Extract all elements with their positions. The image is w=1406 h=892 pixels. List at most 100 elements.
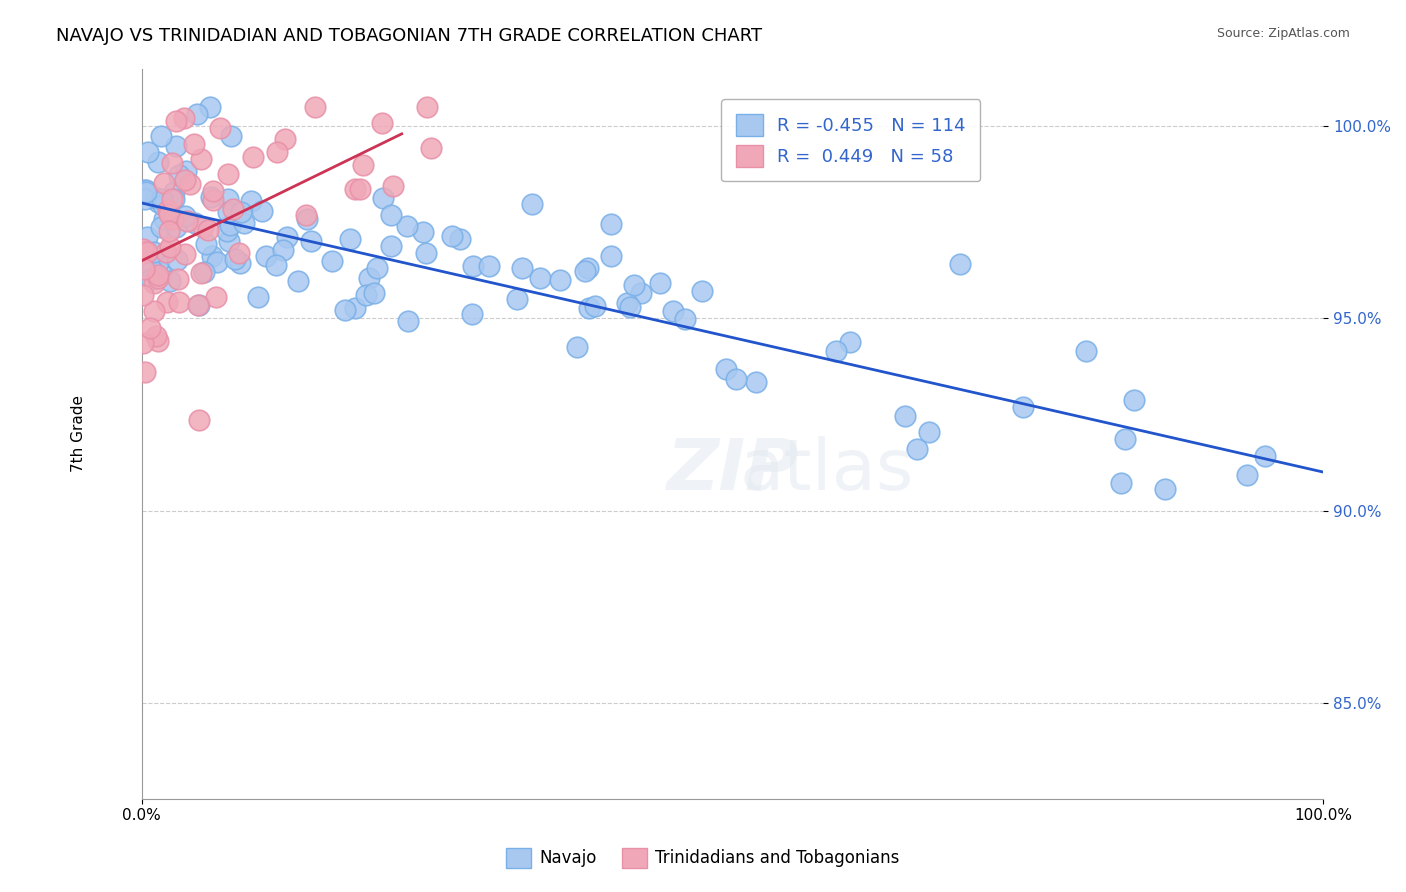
Point [395, 219, 418, 233]
Point [190, 152, 212, 166]
Point [157, 207, 180, 221]
Point [380, 209, 402, 223]
Point [163, 192, 186, 206]
Point [419, 141, 441, 155]
Point [219, 218, 242, 232]
Point [661, 304, 683, 318]
Point [273, 132, 295, 146]
Point [1109, 476, 1132, 491]
Point [381, 179, 404, 194]
Point [141, 263, 163, 277]
Point [217, 192, 239, 206]
Point [156, 202, 179, 217]
Point [165, 139, 187, 153]
Point [134, 192, 156, 206]
Point [146, 155, 169, 169]
Point [148, 271, 170, 285]
Point [1114, 432, 1136, 446]
Point [229, 205, 252, 219]
Point [449, 232, 471, 246]
Point [205, 290, 228, 304]
Point [917, 425, 939, 439]
Point [134, 244, 156, 259]
Point [146, 195, 169, 210]
Point [565, 340, 588, 354]
Point [217, 167, 239, 181]
Point [233, 216, 256, 230]
Point [197, 222, 219, 236]
Point [156, 294, 179, 309]
Point [167, 294, 190, 309]
Point [349, 181, 371, 195]
Point [440, 228, 463, 243]
Text: NAVAJO VS TRINIDADIAN AND TOBAGONIAN 7TH GRADE CORRELATION CHART: NAVAJO VS TRINIDADIAN AND TOBAGONIAN 7TH… [56, 27, 762, 45]
Point [242, 150, 264, 164]
Point [295, 211, 318, 226]
Y-axis label: 7th Grade: 7th Grade [72, 395, 86, 472]
Point [396, 313, 419, 327]
Point [173, 247, 195, 261]
Point [254, 249, 277, 263]
Point [174, 164, 197, 178]
Point [153, 176, 176, 190]
Point [201, 184, 224, 198]
Point [222, 202, 245, 217]
Point [623, 277, 645, 292]
Point [905, 442, 928, 457]
Point [148, 254, 170, 268]
Point [142, 304, 165, 318]
Point [600, 249, 623, 263]
Point [166, 253, 188, 268]
Point [191, 219, 214, 234]
Point [193, 265, 215, 279]
Point [143, 244, 166, 259]
Point [132, 287, 155, 301]
Point [1122, 393, 1144, 408]
Point [415, 245, 437, 260]
Point [162, 211, 184, 226]
Point [173, 111, 195, 125]
Point [202, 193, 225, 207]
Point [145, 191, 167, 205]
Point [619, 300, 641, 314]
Point [165, 113, 187, 128]
Point [333, 303, 356, 318]
Point [600, 217, 623, 231]
Point [228, 246, 250, 260]
Point [648, 276, 671, 290]
Text: atlas: atlas [740, 435, 914, 505]
Point [824, 344, 846, 359]
Point [167, 169, 190, 183]
Point [583, 299, 606, 313]
Point [155, 245, 177, 260]
Point [135, 244, 157, 259]
Point [229, 256, 252, 270]
Point [159, 239, 181, 253]
Point [146, 334, 169, 348]
Point [412, 225, 434, 239]
Point [153, 212, 176, 227]
Point [152, 198, 174, 212]
Point [217, 205, 239, 219]
Point [522, 197, 544, 211]
Point [266, 145, 288, 159]
Point [548, 273, 571, 287]
Point [371, 191, 394, 205]
Point [339, 232, 361, 246]
Point [276, 230, 298, 244]
Point [150, 128, 173, 143]
Point [745, 375, 768, 389]
Point [224, 252, 246, 266]
Point [173, 173, 195, 187]
Point [136, 229, 159, 244]
Point [354, 288, 377, 302]
Point [135, 185, 157, 199]
Point [200, 190, 222, 204]
Point [416, 100, 439, 114]
Point [198, 100, 221, 114]
Point [166, 272, 188, 286]
Point [363, 286, 385, 301]
Point [247, 290, 270, 304]
Point [478, 259, 501, 273]
Point [630, 285, 652, 300]
